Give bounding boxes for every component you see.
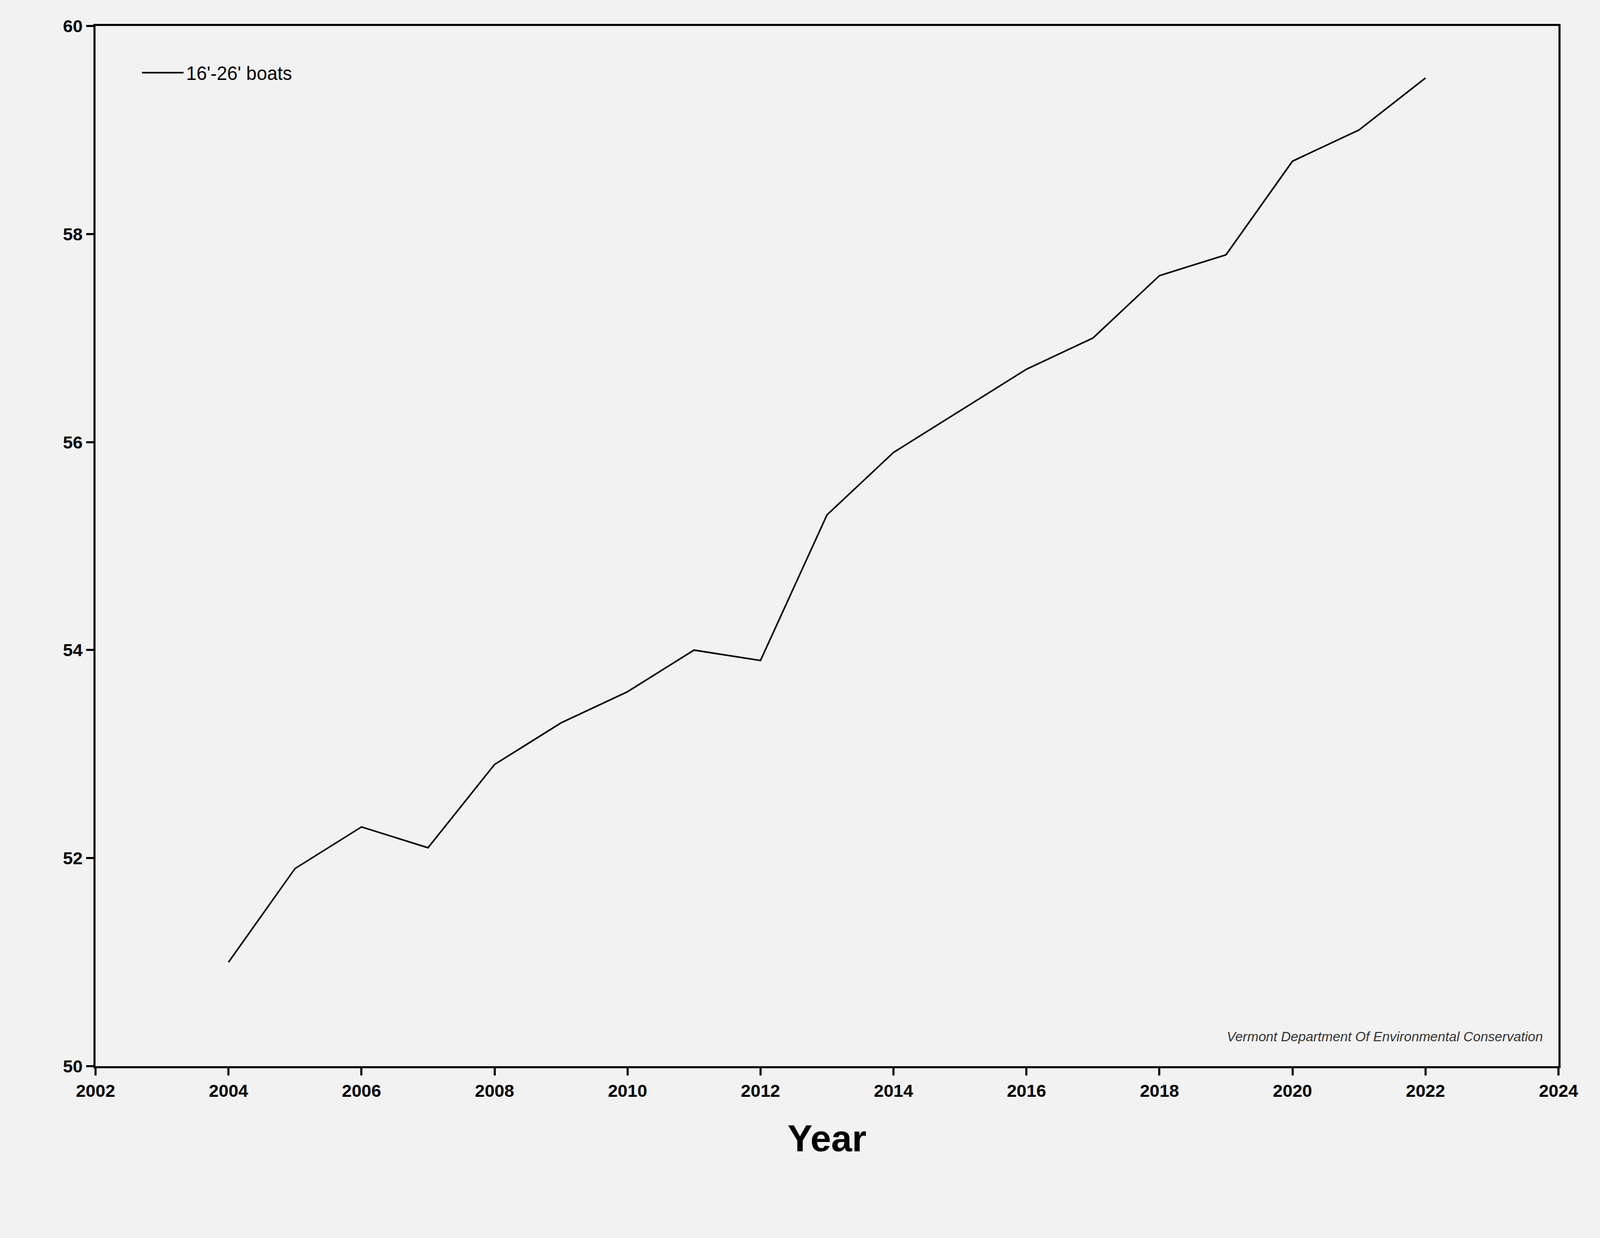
svg-text:Year: Year xyxy=(787,1117,867,1160)
svg-text:58: 58 xyxy=(62,224,83,244)
svg-text:2008: 2008 xyxy=(475,1080,515,1101)
svg-text:2006: 2006 xyxy=(342,1080,382,1101)
svg-text:2018: 2018 xyxy=(1140,1080,1180,1101)
svg-text:2010: 2010 xyxy=(607,1080,648,1101)
svg-text:2012: 2012 xyxy=(740,1080,781,1101)
svg-text:2004: 2004 xyxy=(208,1080,249,1101)
svg-text:Vermont Department Of Environm: Vermont Department Of Environmental Cons… xyxy=(1226,1028,1543,1045)
svg-text:2016: 2016 xyxy=(1006,1080,1047,1101)
svg-text:16'-26' boats: 16'-26' boats xyxy=(186,62,293,85)
svg-text:56: 56 xyxy=(62,432,83,453)
svg-text:2020: 2020 xyxy=(1272,1080,1313,1101)
svg-text:52: 52 xyxy=(62,848,83,869)
svg-text:2024: 2024 xyxy=(1538,1080,1579,1101)
svg-text:2022: 2022 xyxy=(1405,1080,1446,1101)
svg-text:60: 60 xyxy=(62,16,83,36)
svg-text:50: 50 xyxy=(62,1056,83,1077)
svg-text:2002: 2002 xyxy=(75,1080,116,1101)
svg-text:2014: 2014 xyxy=(873,1080,914,1101)
svg-text:54: 54 xyxy=(62,640,83,660)
